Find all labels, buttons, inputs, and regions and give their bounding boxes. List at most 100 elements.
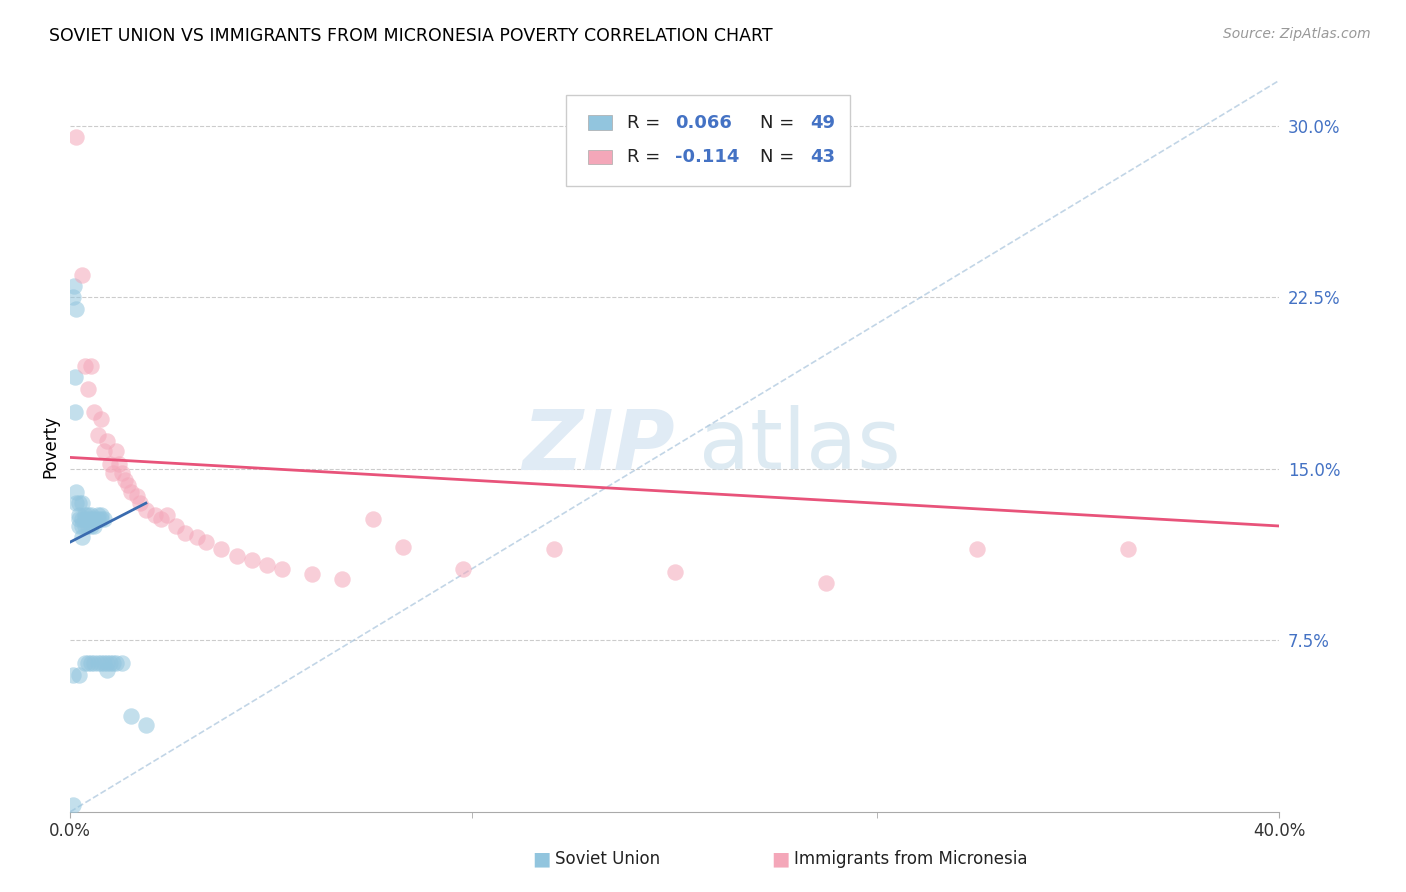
- Point: [86, 427, 108, 442]
- Text: Immigrants from Micronesia: Immigrants from Micronesia: [794, 850, 1028, 868]
- Point: [211, 541, 233, 556]
- Point: [966, 541, 988, 556]
- Point: [65, 130, 87, 145]
- Point: [111, 467, 134, 481]
- Point: [128, 496, 150, 510]
- Point: [80, 508, 103, 522]
- Point: [80, 512, 103, 526]
- Point: [75, 359, 97, 373]
- Point: [98, 458, 121, 472]
- Point: [63, 279, 86, 293]
- Point: [93, 656, 115, 670]
- Point: [90, 508, 111, 522]
- Point: [67, 519, 90, 533]
- Text: 49: 49: [810, 113, 835, 132]
- Point: [72, 512, 94, 526]
- Point: [543, 541, 565, 556]
- Point: [83, 405, 105, 419]
- Point: [62, 290, 84, 304]
- Point: [815, 576, 838, 591]
- Point: [93, 443, 115, 458]
- Point: [65, 496, 87, 510]
- Point: [83, 519, 105, 533]
- Point: [135, 718, 157, 732]
- Point: [80, 359, 103, 373]
- Point: [165, 519, 187, 533]
- Text: Soviet Union: Soviet Union: [555, 850, 661, 868]
- Point: [107, 458, 129, 472]
- Text: atlas: atlas: [699, 406, 901, 486]
- Point: [301, 567, 323, 582]
- Point: [96, 434, 118, 449]
- Point: [65, 484, 87, 499]
- Point: [104, 443, 127, 458]
- Point: [72, 496, 94, 510]
- Text: ZIP: ZIP: [522, 406, 675, 486]
- Point: [135, 503, 157, 517]
- Point: [361, 512, 384, 526]
- Point: [72, 530, 94, 544]
- Text: ■: ■: [770, 849, 790, 869]
- Point: [195, 535, 218, 549]
- Text: 43: 43: [810, 148, 835, 166]
- Point: [111, 656, 134, 670]
- Point: [83, 656, 105, 670]
- Text: N =: N =: [759, 113, 800, 132]
- Text: ■: ■: [531, 849, 551, 869]
- Text: -0.114: -0.114: [675, 148, 740, 166]
- Point: [65, 301, 87, 316]
- Point: [174, 525, 197, 540]
- Point: [664, 565, 686, 579]
- Text: R =: R =: [627, 113, 665, 132]
- Point: [75, 656, 97, 670]
- Point: [67, 667, 90, 681]
- Point: [67, 508, 90, 522]
- Point: [332, 572, 354, 586]
- Point: [150, 512, 172, 526]
- Point: [62, 667, 84, 681]
- Point: [83, 512, 105, 526]
- Point: [90, 512, 111, 526]
- Point: [75, 519, 97, 533]
- Point: [90, 411, 111, 425]
- Point: [67, 496, 90, 510]
- Point: [156, 508, 179, 522]
- Point: [186, 530, 208, 544]
- Point: [120, 484, 142, 499]
- Point: [98, 656, 121, 670]
- Point: [225, 549, 247, 563]
- Point: [117, 478, 139, 492]
- Point: [90, 656, 111, 670]
- Point: [75, 512, 97, 526]
- FancyBboxPatch shape: [588, 150, 612, 164]
- Text: N =: N =: [759, 148, 800, 166]
- Point: [67, 512, 90, 526]
- Point: [104, 656, 127, 670]
- Text: R =: R =: [627, 148, 665, 166]
- Point: [96, 656, 118, 670]
- Point: [101, 467, 124, 481]
- Point: [77, 512, 100, 526]
- Point: [80, 519, 103, 533]
- FancyBboxPatch shape: [588, 115, 612, 130]
- Point: [72, 519, 94, 533]
- Point: [86, 508, 108, 522]
- Point: [114, 473, 136, 487]
- Point: [63, 370, 86, 384]
- Point: [72, 268, 94, 282]
- Point: [62, 797, 84, 812]
- Point: [77, 508, 100, 522]
- Point: [453, 562, 475, 576]
- Point: [86, 512, 108, 526]
- Point: [86, 656, 108, 670]
- Point: [256, 558, 278, 572]
- Point: [240, 553, 263, 567]
- Point: [96, 663, 118, 677]
- Point: [391, 540, 415, 554]
- Text: SOVIET UNION VS IMMIGRANTS FROM MICRONESIA POVERTY CORRELATION CHART: SOVIET UNION VS IMMIGRANTS FROM MICRONES…: [49, 27, 773, 45]
- Text: 0.066: 0.066: [675, 113, 731, 132]
- Point: [143, 508, 166, 522]
- Point: [101, 656, 124, 670]
- Point: [125, 489, 148, 503]
- Point: [1116, 541, 1139, 556]
